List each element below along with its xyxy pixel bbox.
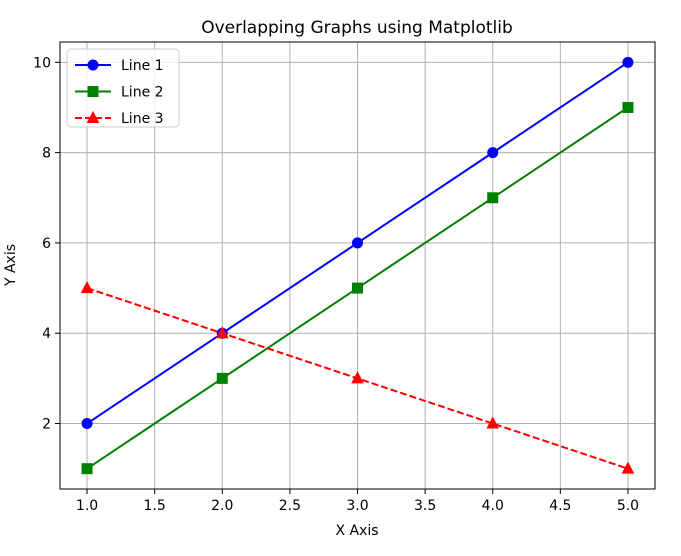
legend-marker-1 bbox=[87, 59, 99, 71]
series-2 bbox=[81, 101, 634, 475]
series-3-point bbox=[215, 326, 229, 339]
series-1-point bbox=[622, 56, 634, 68]
x-axis-title: X Axis bbox=[335, 523, 378, 539]
x-tick-label: 4.5 bbox=[549, 498, 571, 514]
y-axis: 2 4 6 8 10 bbox=[33, 55, 60, 433]
legend-label-2: Line 2 bbox=[121, 85, 164, 101]
grid-lines bbox=[60, 42, 655, 489]
series-1-point bbox=[81, 418, 93, 430]
chart-legend: Line 1 Line 2 Line 3 bbox=[66, 48, 180, 128]
x-tick-label: 5.0 bbox=[617, 498, 639, 514]
series-3-point bbox=[351, 371, 364, 384]
x-tick-label: 2.5 bbox=[279, 498, 301, 514]
x-tick-label: 4.0 bbox=[482, 498, 504, 514]
x-axis: 1.0 1.5 2.0 2.5 3.0 3.5 4.0 4.5 5.0 bbox=[76, 489, 639, 514]
x-tick-label: 1.5 bbox=[144, 498, 166, 514]
y-tick-label: 2 bbox=[42, 417, 51, 433]
y-tick-label: 6 bbox=[42, 236, 51, 252]
series-2-point bbox=[216, 372, 228, 384]
legend-marker-2 bbox=[87, 86, 99, 97]
legend-marker-3 bbox=[86, 110, 100, 123]
x-tick-label: 2.0 bbox=[211, 498, 233, 514]
series-2-point bbox=[622, 101, 634, 113]
series-3-point bbox=[486, 416, 500, 429]
x-tick-label: 3.0 bbox=[346, 498, 368, 514]
series-2-point bbox=[352, 282, 363, 294]
legend-label-1: Line 1 bbox=[121, 58, 164, 74]
y-tick-label: 8 bbox=[42, 146, 51, 162]
series-3-point bbox=[80, 280, 94, 294]
series-3 bbox=[80, 280, 635, 474]
series-1-point bbox=[352, 237, 363, 249]
series-1-point bbox=[487, 147, 499, 159]
series-2-point bbox=[487, 192, 499, 204]
series-3-point bbox=[621, 461, 635, 474]
y-tick-label: 4 bbox=[42, 326, 51, 342]
chart-title: Overlapping Graphs using Matplotlib bbox=[201, 18, 513, 38]
series-2-point bbox=[81, 463, 93, 475]
legend-label-3: Line 3 bbox=[121, 111, 164, 127]
series-layer bbox=[80, 56, 635, 475]
x-tick-label: 1.0 bbox=[76, 498, 98, 514]
y-tick-label: 10 bbox=[33, 55, 51, 71]
x-tick-label: 3.5 bbox=[414, 498, 436, 514]
y-axis-title: Y Axis bbox=[3, 244, 19, 287]
